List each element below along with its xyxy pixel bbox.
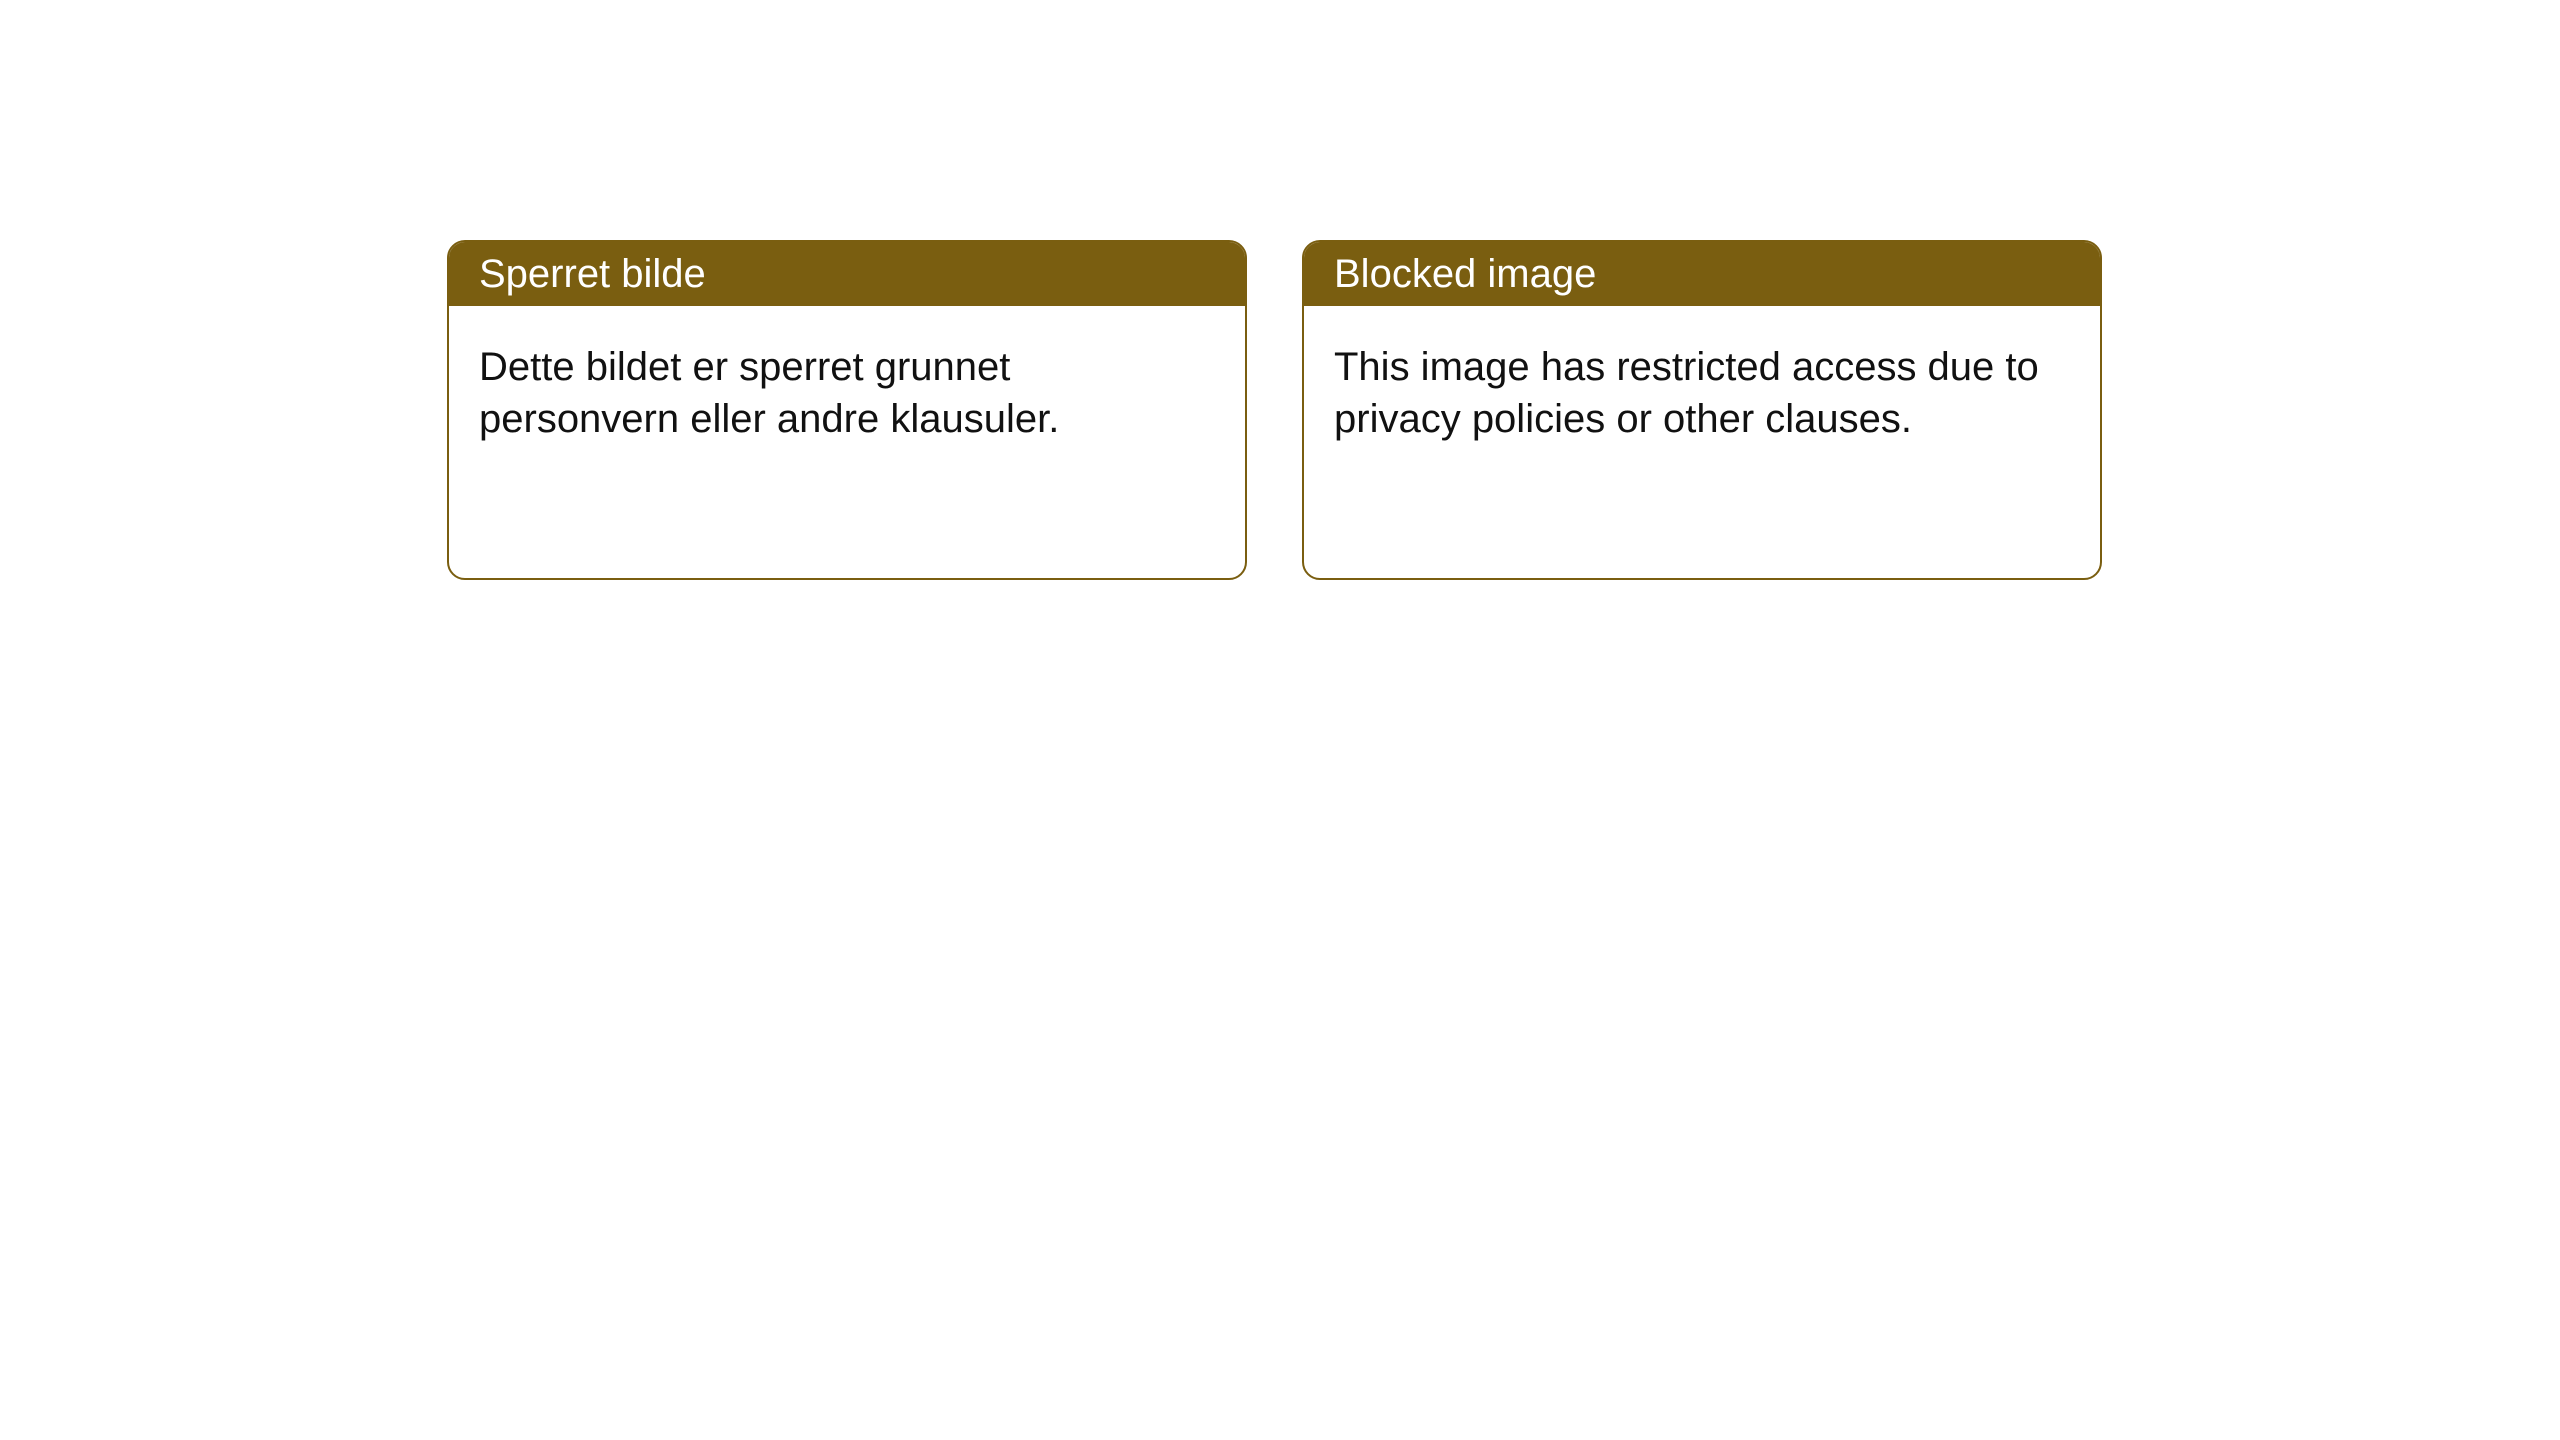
card-body-english: This image has restricted access due to … (1304, 306, 2100, 480)
card-header-text-norwegian: Sperret bilde (479, 252, 706, 297)
card-header-english: Blocked image (1304, 242, 2100, 306)
card-body-text-english: This image has restricted access due to … (1334, 341, 2070, 445)
card-body-norwegian: Dette bildet er sperret grunnet personve… (449, 306, 1245, 480)
card-header-text-english: Blocked image (1334, 252, 1596, 297)
card-header-norwegian: Sperret bilde (449, 242, 1245, 306)
card-norwegian: Sperret bilde Dette bildet er sperret gr… (447, 240, 1247, 580)
card-english: Blocked image This image has restricted … (1302, 240, 2102, 580)
card-body-text-norwegian: Dette bildet er sperret grunnet personve… (479, 341, 1215, 445)
cards-container: Sperret bilde Dette bildet er sperret gr… (447, 240, 2102, 580)
